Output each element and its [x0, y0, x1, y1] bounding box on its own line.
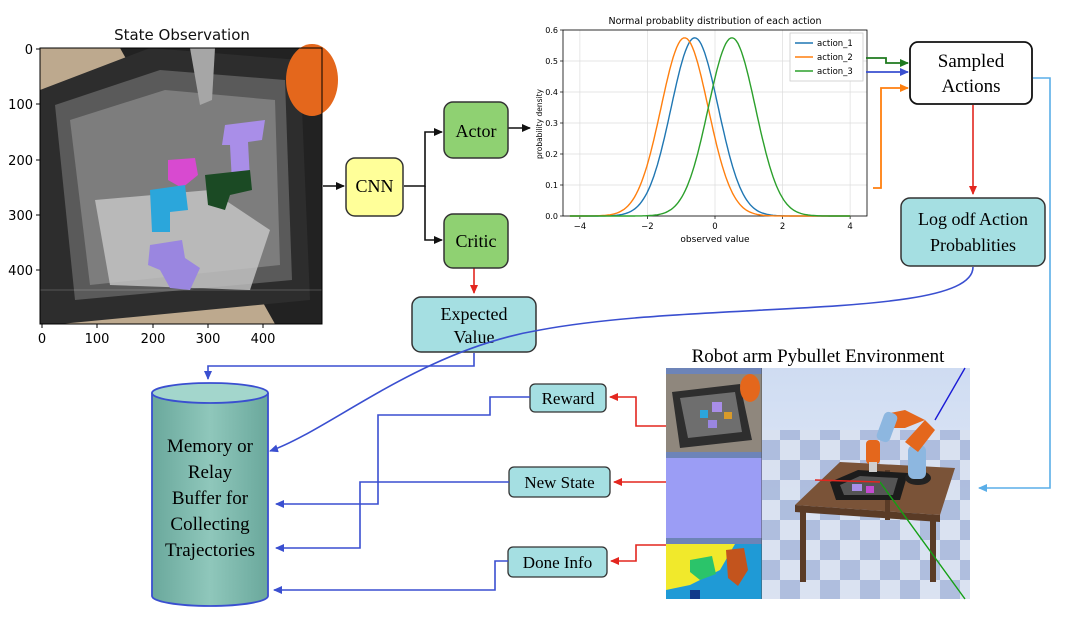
arrow-value-to-memory — [204, 353, 475, 380]
arrow-new-state-to-memory — [275, 481, 509, 552]
simulation-view — [762, 367, 970, 600]
state-y-tick: 100 — [8, 98, 33, 113]
cnn-node: CNN — [345, 157, 404, 217]
chart-legend: action_1 action_2 action_3 — [789, 32, 864, 82]
memory-line4: Collecting — [170, 514, 250, 535]
reward-label: Reward — [542, 389, 595, 408]
chart-y-tick-label: 0.2 — [545, 150, 558, 159]
series-line-action-3 — [569, 37, 851, 217]
arrow-reward-to-memory — [275, 396, 530, 508]
log-prob-line1: Log odf Action — [918, 209, 1028, 229]
chart-x-label: observed value — [680, 235, 750, 245]
rgb-camera-panel — [666, 368, 762, 452]
chart-y-tick-label: 0.6 — [545, 26, 558, 35]
new-state-node: New State — [508, 466, 611, 498]
sampled-actions-line2: Actions — [941, 76, 1000, 97]
state-observation-panel: State Observation 0 100 — [8, 26, 338, 347]
sampled-actions-node: Sampled Actions — [909, 41, 1033, 105]
chart-y-tick-label: 0.1 — [545, 181, 558, 190]
state-observation-image — [40, 44, 338, 324]
arrow-cnn-to-actor — [404, 128, 443, 187]
arrow-action3-to-sampled — [866, 57, 909, 67]
log-prob-node: Log odf Action Probablities — [900, 197, 1046, 267]
chart-y-tick-label: 0.5 — [545, 57, 558, 66]
state-x-tick: 200 — [141, 332, 166, 347]
chart-x-tick-label: 4 — [847, 222, 852, 232]
legend-label-action-1: action_1 — [817, 39, 853, 49]
state-x-tick: 100 — [85, 332, 110, 347]
expected-value-label-line2: Value — [454, 327, 495, 347]
chart-x-tick-label: −4 — [574, 222, 587, 232]
arrow-env-to-done-info — [610, 544, 666, 565]
chart-ticks: −4 −2 0 2 4 0.0 0.1 0.2 0.3 0.4 0.5 0.6 — [545, 26, 853, 232]
chart-y-tick-label: 0.4 — [545, 88, 558, 97]
chart-lines — [569, 37, 851, 217]
arrow-action2-to-sampled — [873, 84, 909, 189]
arrow-env-to-reward — [609, 393, 666, 427]
chart-x-tick-label: −2 — [641, 222, 654, 232]
state-observation-title: State Observation — [114, 26, 250, 44]
chart-x-tick-label: 2 — [780, 222, 785, 232]
critic-node: Critic — [443, 213, 509, 269]
actor-label: Actor — [456, 121, 497, 141]
expected-value-node: Expected Value — [411, 296, 537, 353]
done-info-node: Done Info — [507, 546, 608, 578]
series-line-action-2 — [569, 37, 851, 217]
memory-line1: Memory or — [167, 436, 254, 457]
expected-value-label-line1: Expected — [441, 304, 508, 324]
environment-title: Robot arm Pybullet Environment — [692, 346, 946, 367]
depth-camera-panel — [666, 452, 762, 538]
sampled-actions-line1: Sampled — [938, 51, 1005, 72]
state-y-tick: 400 — [8, 264, 33, 279]
state-x-axis: 0 100 200 300 400 — [38, 324, 276, 347]
log-prob-line2: Probablities — [930, 235, 1016, 255]
state-x-tick: 300 — [196, 332, 221, 347]
camera-panels — [666, 368, 763, 599]
done-info-label: Done Info — [523, 553, 592, 572]
cnn-label: CNN — [355, 176, 393, 196]
state-x-tick: 400 — [251, 332, 276, 347]
robot-arm — [866, 410, 935, 485]
state-y-tick: 300 — [8, 209, 33, 224]
arrow-sampled-to-environment — [978, 77, 1051, 492]
legend-label-action-2: action_2 — [817, 53, 853, 63]
chart-y-tick-label: 0.0 — [545, 212, 558, 221]
probability-chart: Normal probablity distribution of each a… — [535, 16, 868, 245]
state-y-tick: 0 — [25, 43, 33, 58]
state-y-tick: 200 — [8, 154, 33, 169]
critic-label: Critic — [456, 231, 497, 251]
actor-node: Actor — [443, 101, 509, 159]
chart-x-tick-label: 0 — [712, 222, 717, 232]
segmentation-camera-panel — [666, 538, 762, 599]
memory-line2: Relay — [188, 462, 233, 483]
state-y-axis: 0 100 200 300 400 — [8, 43, 40, 279]
memory-line3: Buffer for — [172, 488, 249, 509]
state-x-tick: 0 — [38, 332, 46, 347]
chart-title: Normal probablity distribution of each a… — [609, 16, 822, 27]
memory-line5: Trajectories — [165, 540, 255, 561]
arrow-logprob-to-memory — [269, 266, 974, 453]
new-state-label: New State — [524, 473, 594, 492]
legend-label-action-3: action_3 — [817, 67, 853, 77]
memory-buffer-node: Memory or Relay Buffer for Collecting Tr… — [151, 382, 269, 607]
arrow-cnn-to-critic — [424, 186, 443, 244]
arrow-done-info-to-memory — [273, 560, 508, 594]
chart-y-label: probability density — [535, 88, 544, 158]
chart-y-tick-label: 0.3 — [545, 119, 558, 128]
reward-node: Reward — [529, 383, 607, 413]
